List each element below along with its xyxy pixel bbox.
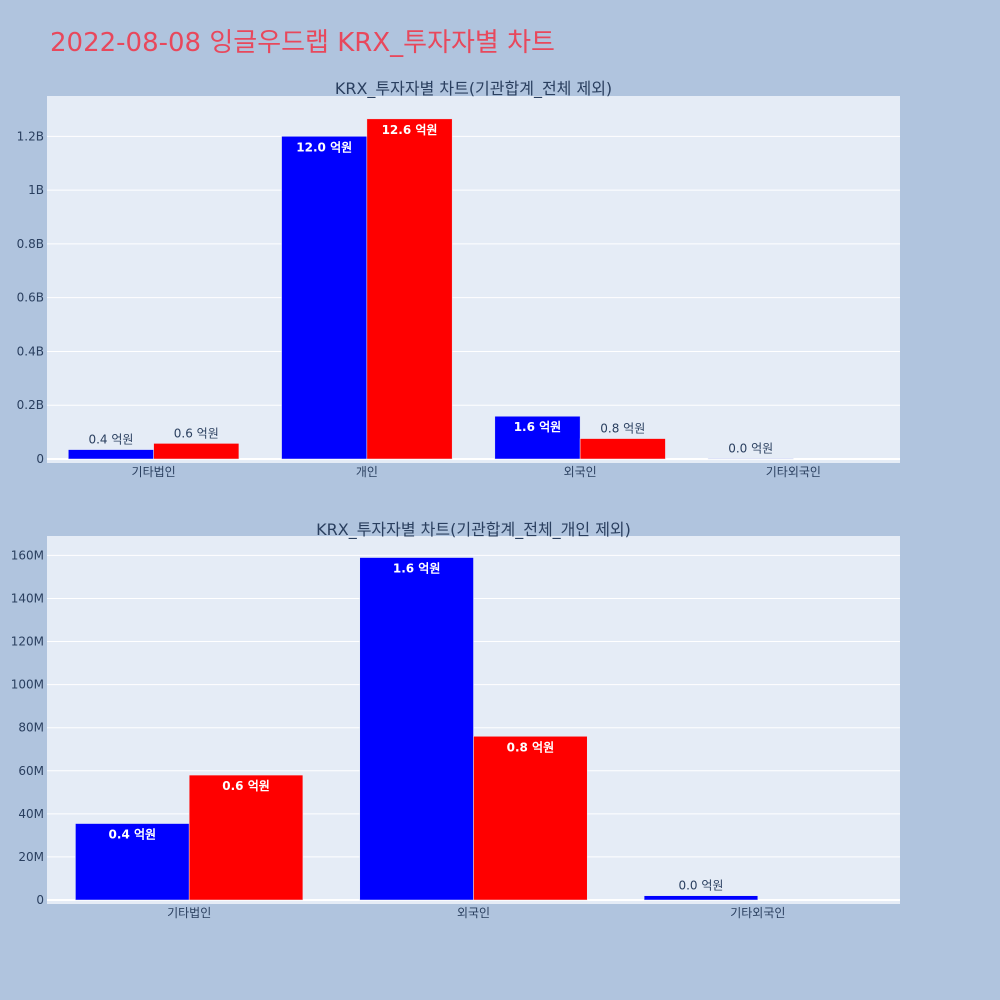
data-label: 0.0 억원 <box>678 879 723 893</box>
data-label: 0.8 억원 <box>600 422 645 436</box>
bar <box>75 823 190 901</box>
bar <box>153 443 240 460</box>
y-tick-label: 1.2B <box>17 129 44 143</box>
y-tick-label: 40M <box>18 807 44 821</box>
y-tick-label: 60M <box>18 764 44 778</box>
bar <box>643 895 759 901</box>
bar <box>494 415 581 460</box>
y-tick-label: 160M <box>11 548 44 562</box>
data-label: 0.6 억원 <box>222 779 270 793</box>
page-title: 2022-08-08 잉글우드랩 KRX_투자자별 차트 <box>50 28 555 58</box>
data-label: 1.6 억원 <box>393 562 441 576</box>
bar <box>579 438 666 460</box>
y-tick-label: 0.4B <box>17 344 44 358</box>
chart-2: 0 20M 40M 60M 80M 100M 120M 140M 160M KRX_투자자별 차트… <box>11 520 900 920</box>
plot-area <box>47 96 900 463</box>
data-label: 0.4 억원 <box>88 433 133 447</box>
data-label: 0.8 억원 <box>507 740 555 754</box>
y-tick-label: 120M <box>11 635 44 649</box>
data-label: 12.0 억원 <box>296 140 352 154</box>
data-label: 0.0 억원 <box>728 441 773 455</box>
y-tick-label: 100M <box>11 678 44 692</box>
y-tick-label: 0.2B <box>17 398 44 412</box>
bar <box>359 557 474 901</box>
chart-1: 0 0.2B 0.4B 0.6B 0.8B 1B 1.2B KRX_투자자별 차트(기관합계_… <box>17 79 900 479</box>
bar <box>366 118 453 460</box>
x-tick-label: 개인 <box>356 465 378 479</box>
bar <box>473 736 588 901</box>
bar <box>281 136 368 460</box>
x-tick-label: 기타외국인 <box>766 465 821 479</box>
data-label: 0.4 억원 <box>109 828 157 842</box>
data-label: 0.6 억원 <box>174 426 219 440</box>
x-tick-label: 기타법인 <box>132 465 176 479</box>
y-tick-label: 0 <box>36 893 44 907</box>
x-tick-label: 외국인 <box>457 906 490 920</box>
y-tick-label: 0.6B <box>17 291 44 305</box>
bar <box>707 458 794 460</box>
y-tick-label: 140M <box>11 591 44 605</box>
data-label: 12.6 억원 <box>382 123 438 137</box>
chart-title: KRX_투자자별 차트(기관합계_전체 제외) <box>335 79 612 99</box>
bar <box>188 774 304 901</box>
x-tick-label: 기타외국인 <box>730 906 785 920</box>
bar <box>68 449 154 460</box>
x-tick-label: 외국인 <box>564 465 597 479</box>
y-tick-label: 80M <box>18 721 44 735</box>
y-tick-label: 0.8B <box>17 237 44 251</box>
chart-title: KRX_투자자별 차트(기관합계_전체_개인 제외) <box>316 520 631 540</box>
y-tick-label: 0 <box>36 452 44 466</box>
x-tick-label: 기타법인 <box>167 906 211 920</box>
data-label: 1.6 억원 <box>514 420 562 434</box>
y-tick-label: 1B <box>28 183 44 197</box>
y-tick-label: 20M <box>18 850 44 864</box>
